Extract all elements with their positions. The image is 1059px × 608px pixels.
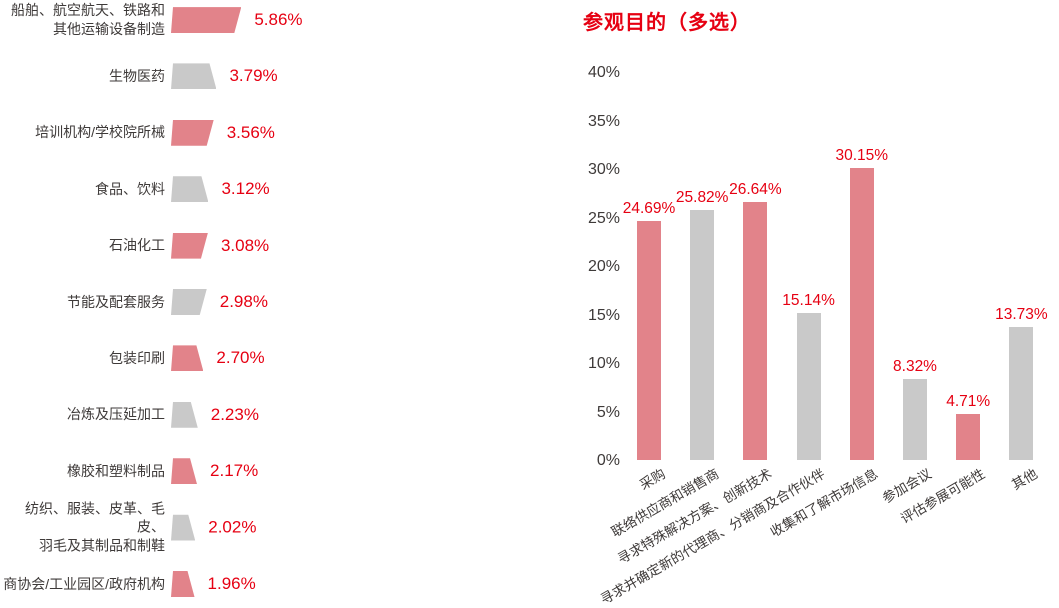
industry-row: 船舶、航空航天、铁路和 其他运输设备制造 5.86% xyxy=(0,1,303,39)
x-axis-category-label: 其他 xyxy=(1009,466,1041,493)
y-axis-tick-label: 15% xyxy=(587,306,620,324)
purpose-bar xyxy=(796,313,821,460)
industry-row: 橡胶和塑料制品 2.17% xyxy=(0,458,258,484)
industry-label: 石油化工 xyxy=(109,237,165,254)
industry-bar xyxy=(171,176,208,202)
visit-purpose-bar-chart: 参观目的（多选） 0% 5% 10% 15% 20% 25% 30% 35% 40% 24.69%… xyxy=(560,0,1059,608)
industry-row: 生物医药 3.79% xyxy=(0,63,278,89)
industry-bar xyxy=(171,345,203,371)
y-axis-tick-label: 30% xyxy=(587,161,620,178)
industry-label: 橡胶和塑料制品 xyxy=(67,462,165,479)
purpose-value-label: 25.82% xyxy=(675,188,729,206)
y-axis-tick-label: 25% xyxy=(587,209,620,227)
purpose-bar xyxy=(637,220,661,460)
industry-label: 食品、饮料 xyxy=(95,180,165,197)
industry-label: 节能及配套服务 xyxy=(67,293,165,310)
purpose-value-label: 13.73% xyxy=(995,305,1048,323)
industry-value-label: 2.70% xyxy=(216,348,265,368)
purpose-value-label: 24.69% xyxy=(622,199,676,217)
industry-label: 船舶、航空航天、铁路和 其他运输设备制造 xyxy=(11,2,165,37)
purpose-value-label: 30.15% xyxy=(835,146,889,164)
industry-bar xyxy=(171,7,241,33)
industry-value-label: 3.12% xyxy=(221,179,270,199)
industry-label: 冶炼及压延加工 xyxy=(67,406,165,423)
x-axis-category-label: 采购 xyxy=(637,466,668,493)
purpose-bar xyxy=(956,414,981,460)
purpose-bar xyxy=(743,201,768,460)
industry-bar-chart: 船舶、航空航天、铁路和 其他运输设备制造 5.86% 生物医药 3.79% 培训机构/学… xyxy=(0,1,303,608)
industry-label: 纺织、服装、皮革、毛皮、 羽毛及其制品和制鞋 xyxy=(25,500,165,555)
industry-row: 培训机构/学校院所械 3.56% xyxy=(0,120,275,146)
y-axis-tick-label: 0% xyxy=(596,452,620,469)
industry-value-label: 3.08% xyxy=(220,235,270,255)
industry-bar xyxy=(171,233,208,259)
industry-bar xyxy=(171,571,195,597)
purpose-bar xyxy=(1009,326,1034,460)
purpose-bar xyxy=(849,167,874,460)
chart-title: 参观目的（多选） xyxy=(583,12,751,34)
industry-value-label: 3.56% xyxy=(226,122,275,142)
industry-value-label: 2.02% xyxy=(208,517,257,537)
y-axis-tick-label: 20% xyxy=(587,258,620,275)
industry-value-label: 3.79% xyxy=(229,66,278,86)
industry-row: 纺织、服装、皮革、毛皮、 羽毛及其制品和制鞋 2.02% xyxy=(0,499,256,556)
y-axis-tick-label: 35% xyxy=(587,112,620,130)
industry-value-label: 5.86% xyxy=(254,10,303,29)
industry-bar xyxy=(171,289,207,315)
industry-value-label: 2.17% xyxy=(210,461,259,481)
industry-row: 冶炼及压延加工 2.23% xyxy=(0,402,259,428)
industry-row: 石油化工 3.08% xyxy=(0,233,269,259)
industry-label: 生物医药 xyxy=(109,67,165,84)
y-axis-tick-label: 5% xyxy=(596,403,620,421)
industry-value-label: 2.98% xyxy=(219,292,268,311)
industry-value-label: 1.96% xyxy=(207,574,256,593)
industry-bar xyxy=(171,515,195,541)
industry-bar xyxy=(171,402,198,428)
purpose-value-label: 26.64% xyxy=(729,180,782,198)
y-axis-tick-label: 40% xyxy=(587,64,620,81)
industry-row: 商协会/工业园区/政府机构 1.96% xyxy=(0,571,256,597)
purpose-value-label: 4.71% xyxy=(946,393,991,411)
industry-value-label: 2.23% xyxy=(210,404,259,424)
industry-label: 包装印刷 xyxy=(109,349,165,366)
purpose-bar xyxy=(690,209,715,460)
industry-row: 包装印刷 2.70% xyxy=(0,345,265,371)
purpose-value-label: 8.32% xyxy=(893,358,937,376)
purpose-bar xyxy=(903,379,927,460)
y-axis-tick-label: 10% xyxy=(587,355,620,372)
industry-bar xyxy=(171,458,197,484)
industry-row: 节能及配套服务 2.98% xyxy=(0,289,268,315)
x-axis-category-label: 寻求并确定新的代理商、分销商及合作伙伴 xyxy=(597,466,828,608)
industry-bar xyxy=(171,63,216,89)
industry-label: 商协会/工业园区/政府机构 xyxy=(3,575,165,592)
purpose-value-label: 15.14% xyxy=(782,292,835,310)
industry-row: 食品、饮料 3.12% xyxy=(0,176,270,202)
industry-label: 培训机构/学校院所械 xyxy=(35,124,165,141)
industry-bar xyxy=(171,120,214,146)
